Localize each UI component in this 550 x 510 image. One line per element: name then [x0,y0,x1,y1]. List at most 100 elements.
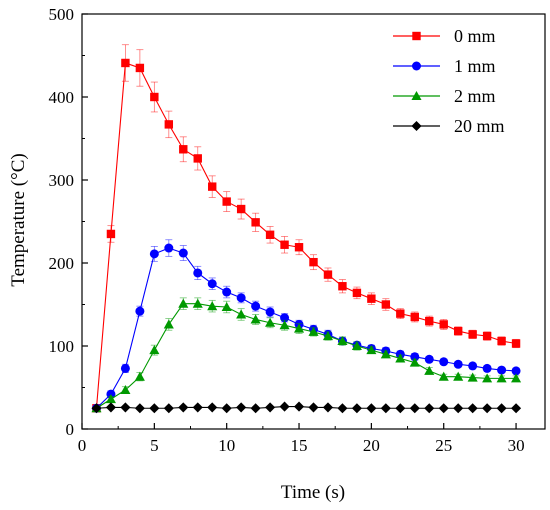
x-tick-label: 30 [508,436,525,455]
legend-label: 0 mm [454,26,496,46]
data-point [366,345,377,355]
series-line [96,406,517,409]
data-point [424,365,435,375]
series-0-mm [92,44,521,413]
data-point [294,243,304,252]
data-point [322,331,334,341]
data-point [280,240,289,249]
data-point [366,403,377,414]
series-1-mm [91,239,521,413]
data-point [511,366,521,376]
data-point [482,403,493,414]
data-point [208,182,217,191]
data-point [251,301,261,311]
data-point [265,230,275,239]
data-point [207,301,218,311]
data-point [351,340,362,351]
data-point [163,403,174,414]
data-point [164,243,174,253]
data-point [309,257,318,267]
data-point [482,331,492,341]
data-point [163,319,174,329]
y-tick-label: 300 [49,171,75,190]
data-point [468,330,477,339]
data-point [192,298,203,308]
data-point [322,402,334,413]
data-point [467,403,478,414]
x-tick-label: 10 [218,436,235,455]
y-axis-title: Temperature (°C) [8,153,29,286]
x-tick-label: 15 [291,436,308,455]
x-axis-title: Time (s) [281,482,345,503]
data-point [497,365,507,375]
legend-marker [411,120,422,132]
legend-label: 2 mm [454,86,496,106]
data-point [367,294,376,303]
data-point [222,287,232,297]
data-point [395,403,406,414]
data-point [338,282,347,291]
data-point [265,402,276,413]
legend-marker [412,61,421,71]
data-point [439,320,448,329]
data-point [496,373,507,383]
data-point [410,312,419,322]
data-point [236,293,246,303]
data-point [91,403,102,414]
data-point [482,363,492,373]
y-tick-label: 400 [49,88,75,107]
data-point [250,403,261,414]
x-tick-label: 0 [78,436,87,455]
data-point [396,309,405,318]
data-point [453,403,464,414]
data-point [453,359,463,369]
data-point [150,92,159,102]
data-point [351,403,362,414]
data-point [121,58,130,68]
data-point [439,357,449,367]
data-point [265,317,276,327]
data-point [120,402,131,413]
legend-label: 20 mm [454,116,505,136]
data-point [193,268,203,278]
data-point [178,298,189,308]
data-point [511,373,522,383]
data-point [453,326,463,336]
data-point [192,402,203,413]
data-point [178,402,189,413]
data-point [105,394,116,404]
data-point [179,145,188,154]
data-point [164,120,174,129]
data-point [497,336,506,346]
data-point [221,301,232,312]
data-point [308,402,319,413]
data-point [134,371,145,381]
data-point [308,326,319,336]
data-point [380,349,391,359]
data-point [105,402,116,413]
data-point [409,403,420,414]
data-point [337,403,348,414]
data-point [236,204,246,214]
data-point [135,63,145,73]
data-point [438,371,449,381]
data-point [381,300,391,309]
y-tick-label: 0 [66,420,75,439]
data-point [424,403,435,414]
data-point [467,372,478,382]
data-point [149,249,159,259]
data-point [134,403,145,414]
data-point [438,403,449,414]
data-point [409,357,420,367]
data-point [337,335,348,346]
data-point [207,279,217,289]
data-point [236,402,247,413]
data-point [482,373,493,383]
data-point [207,402,218,413]
data-point [221,403,232,414]
data-point [424,354,434,364]
data-point [250,314,261,324]
series-line [95,62,517,409]
